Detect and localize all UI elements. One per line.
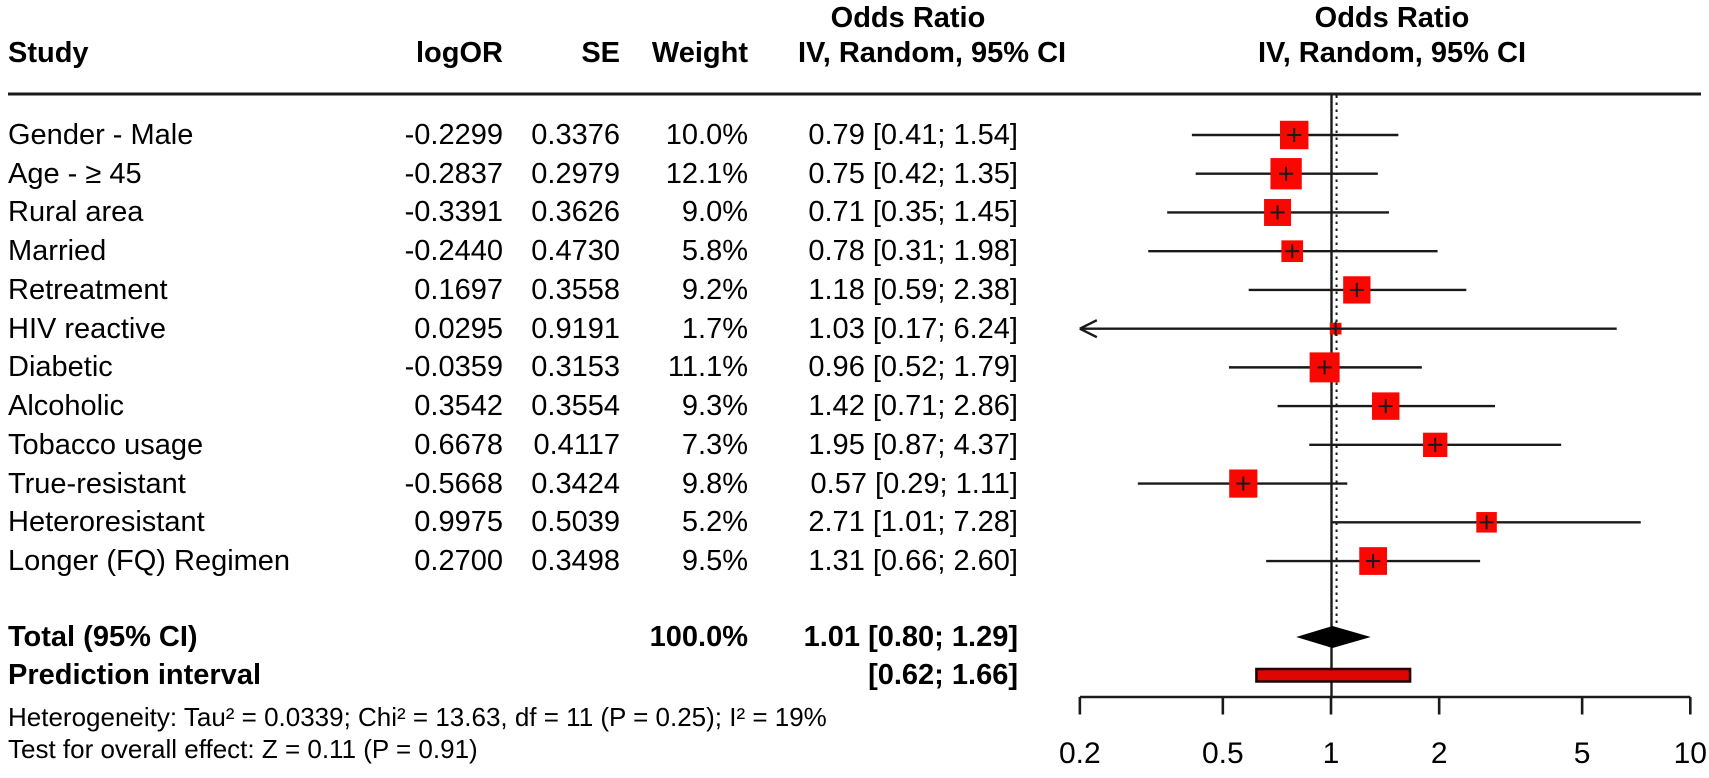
weight-value: 7.3% bbox=[681, 428, 748, 461]
study-label: Retreatment bbox=[8, 273, 168, 306]
study-label: Gender - Male bbox=[8, 119, 194, 151]
logor-value: 0.9975 bbox=[414, 506, 503, 539]
logor-value: -0.5668 bbox=[404, 467, 503, 500]
weight-value: 9.8% bbox=[681, 467, 748, 500]
se-column-header: SE bbox=[581, 37, 620, 69]
or-ci-value: 0.57 [0.29; 1.11] bbox=[810, 467, 1018, 500]
study-label: Heteroresistant bbox=[8, 506, 205, 539]
se-value: 0.3153 bbox=[531, 351, 620, 384]
se-value: 0.3554 bbox=[531, 390, 620, 423]
logor-value: -0.2837 bbox=[404, 157, 503, 190]
weight-value: 9.5% bbox=[681, 545, 748, 578]
se-value: 0.3424 bbox=[531, 467, 620, 500]
weight-value: 5.2% bbox=[681, 506, 748, 539]
x-axis-label: 1 bbox=[1323, 737, 1340, 770]
total-diamond bbox=[1296, 626, 1371, 648]
or-ci-value: 1.31 [0.66; 2.60] bbox=[808, 545, 1018, 578]
study-label: Rural area bbox=[8, 196, 144, 229]
or-ci-value: 2.71 [1.01; 7.28] bbox=[808, 506, 1018, 539]
plot-column-title: Odds Ratio bbox=[1314, 2, 1470, 34]
study-label: Alcoholic bbox=[8, 390, 125, 423]
or-ci-value: 0.79 [0.41; 1.54] bbox=[808, 119, 1018, 151]
weight-value: 1.7% bbox=[681, 312, 748, 345]
arrow-left-icon bbox=[1079, 327, 1098, 339]
or-ci-value: 1.18 [0.59; 2.38] bbox=[808, 273, 1018, 306]
logor-value: -0.0359 bbox=[404, 351, 503, 384]
logor-column-header: logOR bbox=[416, 37, 503, 69]
se-value: 0.4730 bbox=[531, 235, 620, 268]
se-value: 0.3558 bbox=[531, 273, 620, 306]
logor-value: 0.0295 bbox=[414, 312, 503, 345]
overall-effect-note: Test for overall effect: Z = 0.11 (P = 0… bbox=[8, 734, 478, 764]
se-value: 0.9191 bbox=[531, 312, 620, 345]
x-axis-label: 2 bbox=[1431, 737, 1448, 770]
weight-value: 9.3% bbox=[681, 390, 748, 423]
total-weight: 100.0% bbox=[649, 621, 748, 653]
x-axis-label: 5 bbox=[1574, 737, 1591, 770]
effect-column-title: Odds Ratio bbox=[830, 2, 986, 34]
logor-value: -0.2299 bbox=[404, 119, 503, 151]
weight-value: 10.0% bbox=[665, 119, 748, 151]
study-label: HIV reactive bbox=[8, 312, 166, 345]
plot-column-subtitle: IV, Random, 95% CI bbox=[1257, 37, 1527, 69]
prediction-interval-bar bbox=[1255, 667, 1412, 683]
study-label: Married bbox=[8, 235, 107, 268]
arrow-left-icon bbox=[1079, 319, 1098, 330]
se-value: 0.2979 bbox=[531, 157, 620, 190]
heterogeneity-note: Heterogeneity: Tau² = 0.0339; Chi² = 13.… bbox=[8, 702, 827, 732]
logor-value: 0.1697 bbox=[414, 273, 503, 306]
se-value: 0.5039 bbox=[531, 506, 620, 539]
weight-value: 11.1% bbox=[667, 351, 748, 384]
se-value: 0.3376 bbox=[531, 119, 620, 151]
logor-value: -0.2440 bbox=[404, 235, 503, 268]
study-label: Diabetic bbox=[8, 351, 113, 384]
or-ci-value: 0.78 [0.31; 1.98] bbox=[808, 235, 1018, 268]
total-or-ci: 1.01 [0.80; 1.29] bbox=[803, 621, 1018, 653]
prediction-row-label: Prediction interval bbox=[8, 659, 262, 691]
or-ci-value: 0.96 [0.52; 1.79] bbox=[808, 351, 1018, 384]
total-row-label: Total (95% CI) bbox=[8, 621, 198, 653]
or-ci-value: 1.95 [0.87; 4.37] bbox=[808, 428, 1018, 461]
x-axis-label: 10 bbox=[1674, 737, 1707, 770]
logor-value: -0.3391 bbox=[404, 196, 503, 229]
study-label: Tobacco usage bbox=[8, 428, 204, 461]
study-label: True-resistant bbox=[8, 467, 186, 500]
study-label: Age - ≥ 45 bbox=[8, 157, 142, 190]
weight-value: 5.8% bbox=[681, 235, 748, 268]
logor-value: 0.3542 bbox=[414, 390, 503, 423]
x-axis-label: 0.2 bbox=[1059, 737, 1101, 770]
or-ci-value: 1.03 [0.17; 6.24] bbox=[808, 312, 1018, 345]
weight-value: 9.2% bbox=[681, 273, 748, 306]
or-ci-value: 0.75 [0.42; 1.35] bbox=[808, 157, 1018, 190]
prediction-ci: [0.62; 1.66] bbox=[868, 659, 1018, 691]
x-axis-label: 0.5 bbox=[1202, 737, 1244, 770]
logor-value: 0.2700 bbox=[414, 545, 503, 578]
weight-column-header: Weight bbox=[651, 37, 748, 69]
study-label: Longer (FQ) Regimen bbox=[8, 545, 291, 578]
weight-value: 12.1% bbox=[665, 157, 748, 190]
or-ci-value: 1.42 [0.71; 2.86] bbox=[808, 390, 1018, 423]
logor-value: 0.6678 bbox=[414, 428, 503, 461]
or-ci-value: 0.71 [0.35; 1.45] bbox=[808, 196, 1018, 229]
se-value: 0.4117 bbox=[533, 428, 620, 461]
se-value: 0.3626 bbox=[531, 196, 620, 229]
weight-value: 9.0% bbox=[681, 196, 748, 229]
se-value: 0.3498 bbox=[531, 545, 620, 578]
study-column-header: Study bbox=[8, 37, 89, 69]
